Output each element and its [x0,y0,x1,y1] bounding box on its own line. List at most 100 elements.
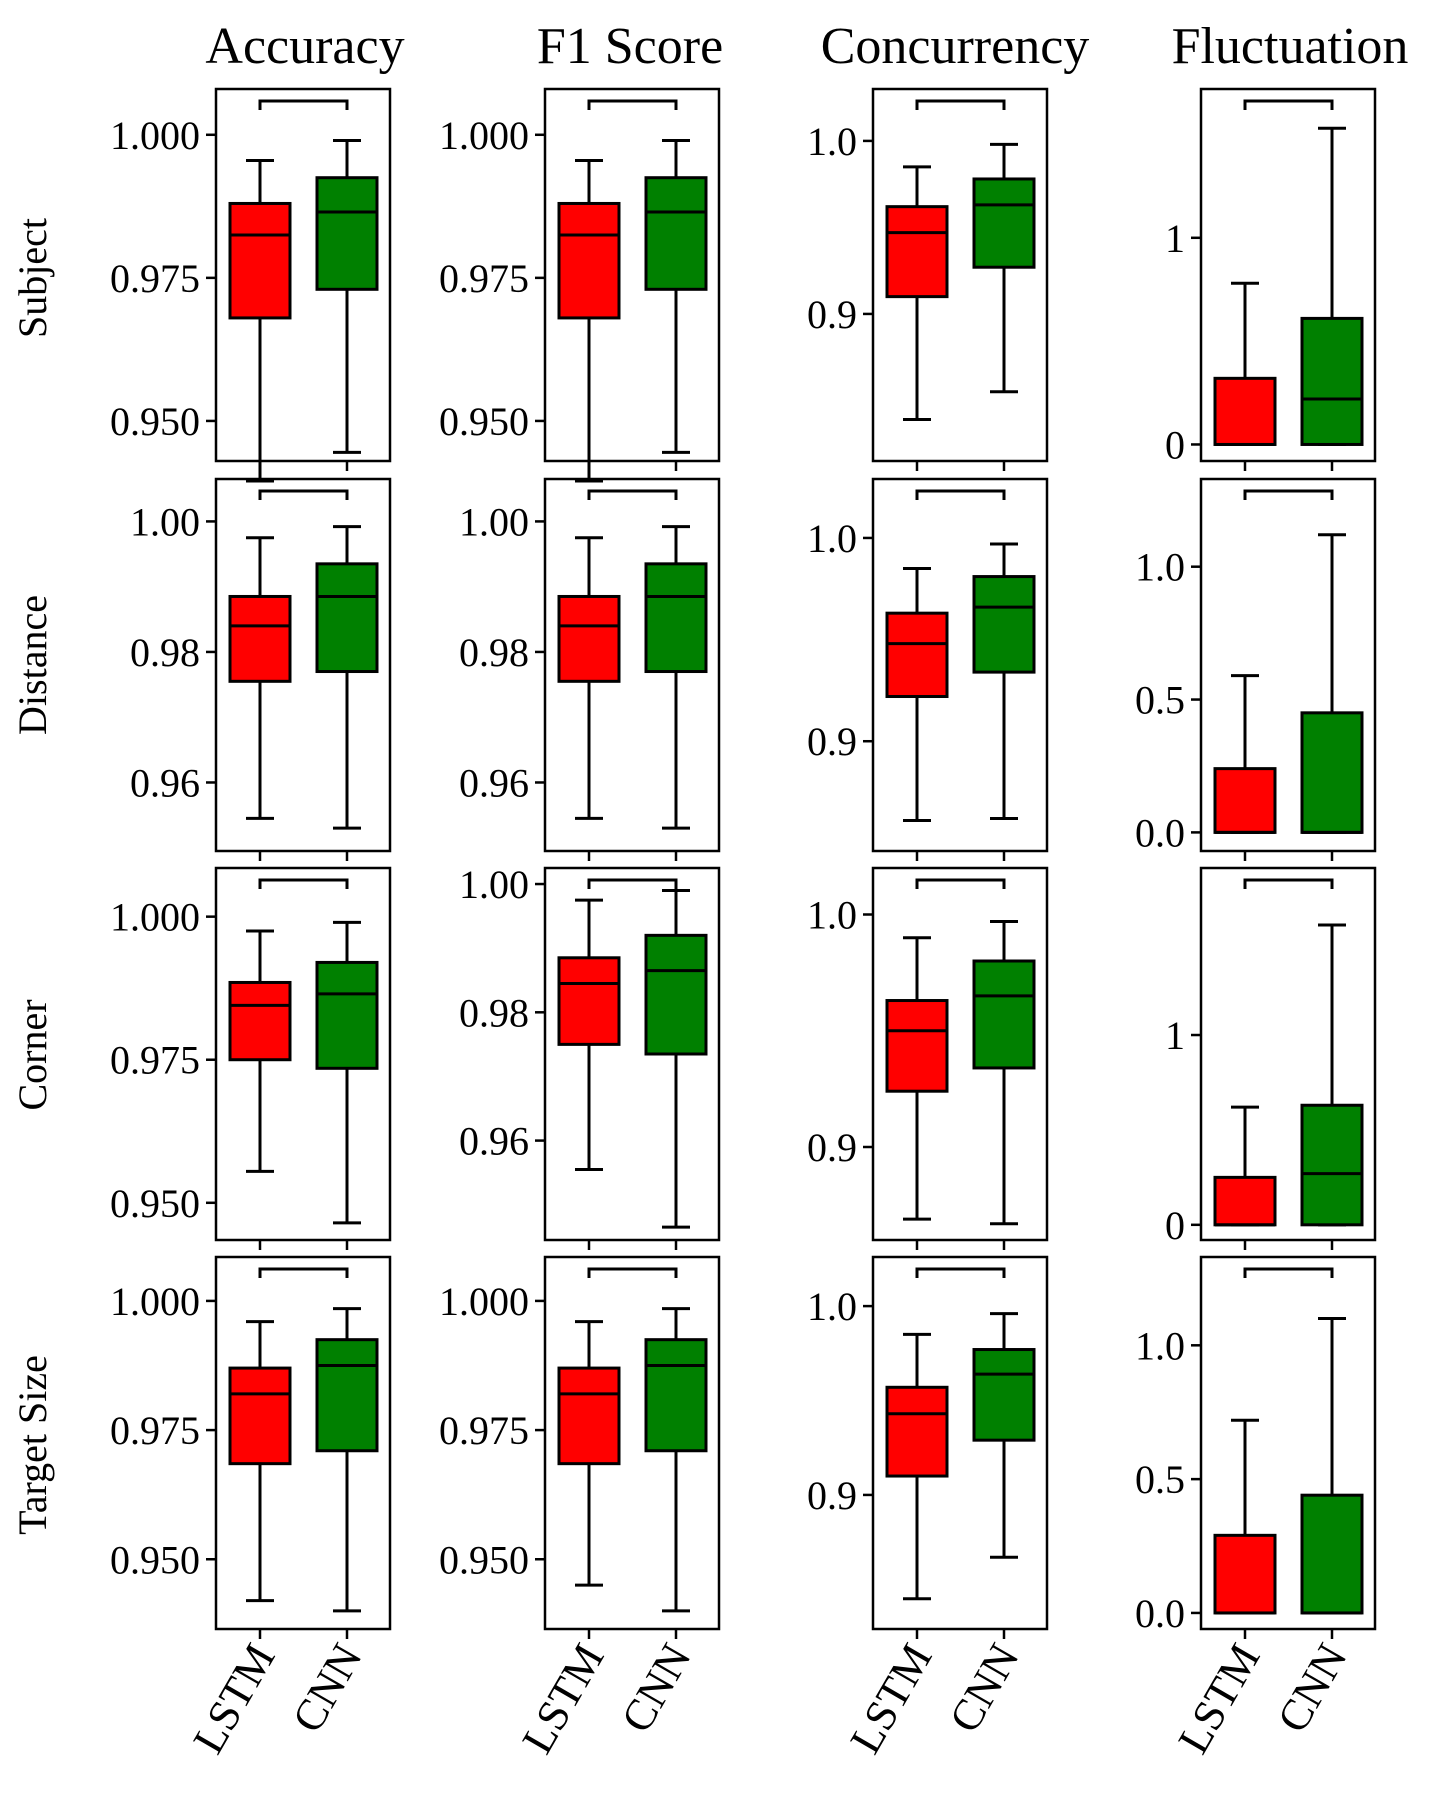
iqr-box [228,201,292,320]
box-cnn [1300,126,1364,446]
comparison-bracket [1243,489,1334,500]
row-label-corner: Corner [10,999,55,1110]
category-label-lstm: LSTM [184,1636,285,1762]
panel-corner-fluctuation: 01 [1165,866,1377,1250]
box-lstm [885,566,949,823]
iqr-box [644,1338,708,1453]
box-lstm [885,936,949,1221]
y-tick-label: 0.950 [110,399,200,444]
iqr-box [885,205,949,299]
category-label-cnn: CNN [283,1636,372,1741]
iqr-box [228,594,292,683]
y-tick-label: 0 [1165,422,1185,467]
comparison-bracket [258,1267,349,1278]
y-tick-label: 1.0 [807,1284,857,1329]
y-tick-label: 0.975 [110,1408,200,1453]
y-tick-label: 1.000 [110,895,200,940]
y-tick-label: 1.000 [439,113,529,158]
y-tick-label: 0.975 [110,256,200,301]
y-tick-label: 0.0 [1135,810,1185,855]
box-cnn [972,542,1036,820]
category-label-cnn: CNN [940,1636,1029,1741]
comparison-bracket [1243,99,1334,110]
iqr-box [885,1385,949,1478]
panel-distance-accuracy: 0.96 0.98 1.00 [130,477,392,861]
plot-frame [1199,866,1377,1242]
iqr-box [972,575,1036,674]
y-tick-label: 0.5 [1135,678,1185,723]
y-tick-label: 0 [1165,1203,1185,1248]
iqr-box [557,201,621,320]
plot-frame [871,477,1049,853]
y-tick-label: 0.9 [807,719,857,764]
y-tick-label: 0.96 [459,760,529,805]
category-label-cnn: CNN [612,1636,701,1741]
panel-distance-concurrency: 0.9 1.0 [807,477,1049,861]
iqr-box [557,956,621,1046]
iqr-box [644,176,708,291]
y-tick-label: 0.9 [807,1473,857,1518]
y-tick-label: 1.00 [130,499,200,544]
iqr-box [315,562,379,674]
row-labels: Subject Distance Corner Target Size [10,218,55,1535]
box-cnn [972,142,1036,394]
iqr-box [557,1366,621,1466]
box-cnn [644,1307,708,1613]
y-tick-label: 0.96 [130,760,200,805]
panel-subject-accuracy: 0.950 0.975 1.000 [110,87,392,483]
y-tick-label: 1.0 [1135,545,1185,590]
box-lstm [1213,674,1277,834]
y-tick-label: 1.0 [1135,1323,1185,1368]
iqr-box [1213,1533,1277,1615]
y-tick-label: 0.975 [439,1408,529,1453]
comparison-bracket [587,99,678,110]
box-lstm [228,159,292,483]
plot-frame [543,866,721,1242]
plot-frame [871,1255,1049,1631]
y-tick-label: 1.0 [807,119,857,164]
box-lstm [885,1332,949,1601]
y-tick-label: 0.5 [1135,1457,1185,1502]
row-label-distance: Distance [10,595,55,735]
panel-distance-fluctuation: 0.0 0.5 1.0 [1135,477,1377,861]
category-label-lstm: LSTM [1169,1636,1270,1762]
box-lstm [228,536,292,820]
iqr-box [315,960,379,1070]
panel-subject-concurrency: 0.9 1.0 [807,87,1049,471]
comparison-bracket [915,489,1006,500]
panel-subject-f1-score: 0.950 0.975 1.000 [439,87,721,483]
category-label-lstm: LSTM [841,1636,942,1762]
box-lstm [557,536,621,820]
plot-frame [543,87,721,463]
box-lstm [1213,1418,1277,1615]
iqr-box [1300,1103,1364,1227]
y-tick-label: 0.0 [1135,1591,1185,1636]
box-lstm [557,1320,621,1587]
panels: 0.9500.9751.0000.9500.9751.0000.91.0010.… [110,87,1377,1762]
box-cnn [1300,923,1364,1227]
iqr-box [1213,767,1277,834]
iqr-box [972,1348,1036,1442]
y-tick-label: 0.9 [807,1125,857,1170]
plot-frame [214,1255,392,1631]
column-titles: Accuracy F1 Score Concurrency Fluctuation [205,18,1408,75]
box-cnn [972,1312,1036,1559]
plot-frame [1199,87,1377,463]
category-label-cnn: CNN [1268,1636,1357,1741]
iqr-box [1300,711,1364,834]
comparison-bracket [1243,1267,1334,1278]
box-cnn [644,888,708,1229]
comparison-bracket [915,1267,1006,1278]
comparison-bracket [915,99,1006,110]
y-tick-label: 0.950 [439,399,529,444]
comparison-bracket [587,878,678,889]
category-label-lstm: LSTM [513,1636,614,1762]
iqr-box [644,562,708,674]
y-tick-label: 0.975 [439,256,529,301]
plot-frame [214,866,392,1242]
box-lstm [557,159,621,483]
